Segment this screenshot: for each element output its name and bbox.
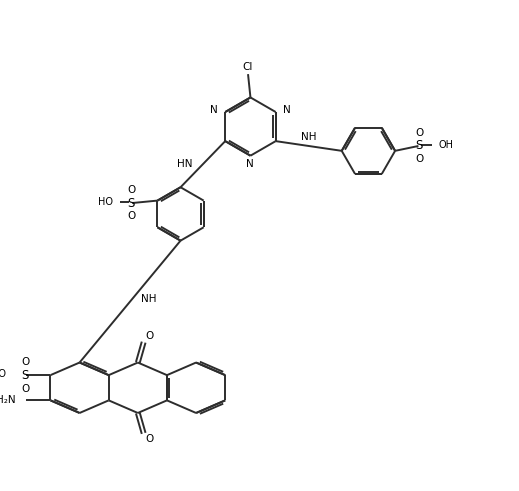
Text: NH: NH xyxy=(301,132,317,142)
Text: NH: NH xyxy=(141,294,156,304)
Text: N: N xyxy=(283,105,291,115)
Text: O: O xyxy=(145,331,154,341)
Text: H₂N: H₂N xyxy=(0,395,16,406)
Text: S: S xyxy=(416,139,423,153)
Text: N: N xyxy=(210,105,217,115)
Text: HO: HO xyxy=(0,369,6,379)
Text: O: O xyxy=(127,185,135,195)
Text: O: O xyxy=(127,211,135,221)
Text: O: O xyxy=(21,356,30,367)
Text: S: S xyxy=(21,369,29,382)
Text: O: O xyxy=(415,154,424,164)
Text: OH: OH xyxy=(439,139,454,150)
Text: HN: HN xyxy=(176,159,192,169)
Text: HO: HO xyxy=(98,196,113,207)
Text: S: S xyxy=(128,196,135,210)
Text: N: N xyxy=(245,160,253,169)
Text: O: O xyxy=(145,434,154,444)
Text: O: O xyxy=(415,128,424,138)
Text: O: O xyxy=(21,384,30,394)
Text: Cl: Cl xyxy=(243,62,253,72)
